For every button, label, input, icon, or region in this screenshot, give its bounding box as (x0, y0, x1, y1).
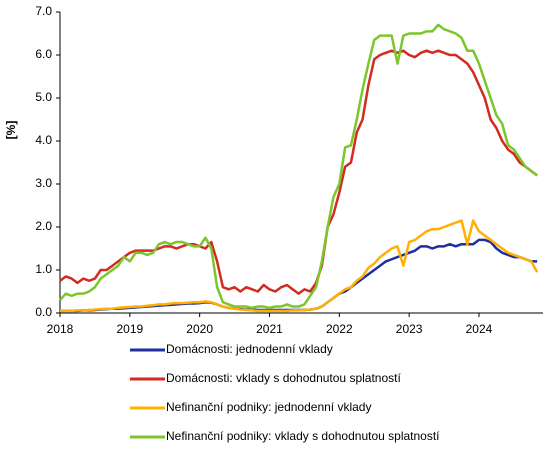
x-tick-label: 2022 (326, 322, 353, 336)
y-tick-label: 6.0 (35, 47, 52, 61)
y-tick-label: 4.0 (35, 133, 52, 147)
y-axis-label: [%] (4, 121, 18, 140)
x-tick-label: 2019 (116, 322, 143, 336)
y-tick-label: 0.0 (35, 305, 52, 319)
series-line (59, 49, 538, 295)
y-tick-label: 3.0 (35, 176, 52, 190)
y-tick-label: 5.0 (35, 90, 52, 104)
x-tick-label: 2023 (396, 322, 423, 336)
series-line (60, 238, 538, 313)
x-tick-label: 2018 (47, 322, 74, 336)
series-line (60, 219, 539, 313)
legend-label: Nefinanční podniky: vklady s dohodnutou … (166, 429, 440, 443)
x-tick-label: 2024 (466, 322, 493, 336)
x-tick-label: 2021 (256, 322, 283, 336)
series-line (59, 23, 538, 310)
legend-label: Domácnosti: vklady s dohodnutou splatnos… (166, 371, 401, 385)
legend-label: Domácnosti: jednodenní vklady (166, 342, 333, 356)
legend-label: Nefinanční podniky: jednodenní vklady (166, 400, 371, 414)
x-tick-label: 2020 (186, 322, 213, 336)
y-tick-label: 7.0 (35, 4, 52, 18)
y-tick-label: 2.0 (35, 219, 52, 233)
y-tick-label: 1.0 (35, 262, 52, 276)
